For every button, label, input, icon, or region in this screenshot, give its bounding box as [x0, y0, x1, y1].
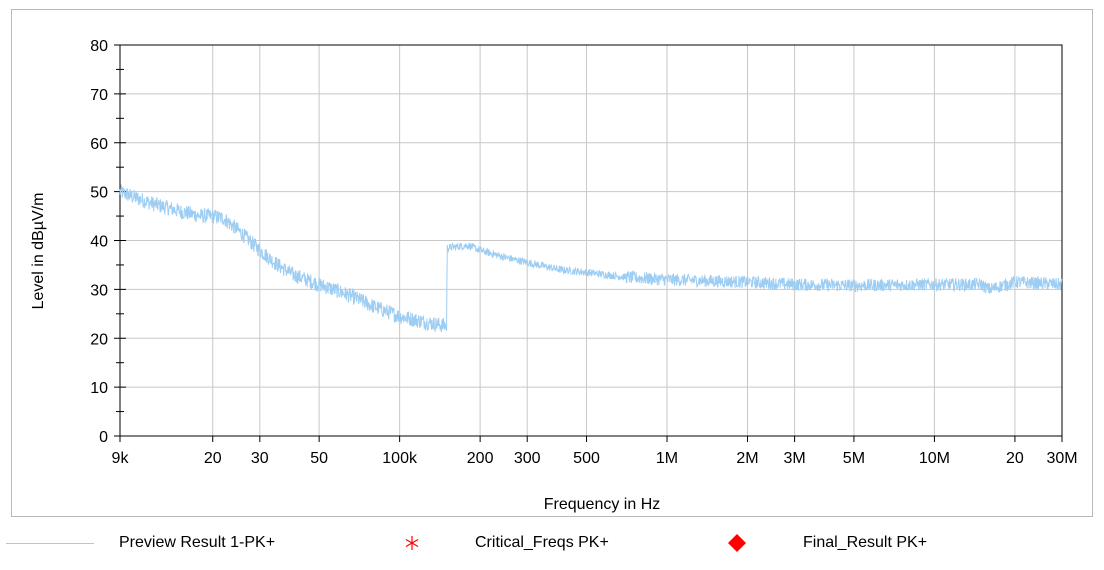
legend-item-critical: Critical_Freqs PK+	[403, 528, 609, 558]
emission-chart: 9k 20 30 50 100k 200 300 500 1M 2M 3M 5M 10M 20 30M 0 10…	[12, 10, 1094, 518]
x-tick-label: 1M	[656, 450, 678, 467]
x-tick-label: 100k	[382, 450, 418, 467]
asterisk-icon	[403, 534, 421, 552]
y-tick-label: 40	[90, 234, 108, 251]
x-tick-label: 2M	[736, 450, 758, 467]
legend-item-final: Final_Result PK+	[727, 528, 927, 558]
y-tick-label: 0	[99, 429, 108, 446]
y-tick-label: 50	[90, 185, 108, 202]
x-tick-label: 9k	[112, 450, 130, 467]
x-tick-label: 5M	[843, 450, 865, 467]
y-tick-label: 80	[90, 38, 108, 55]
legend-label-preview: Preview Result 1-PK+	[119, 534, 275, 552]
y-tick-label: 10	[90, 380, 108, 397]
x-tick-label: 3M	[783, 450, 805, 467]
x-tick-label: 30	[251, 450, 269, 467]
diamond-icon	[727, 533, 747, 553]
x-tick-label: 300	[514, 450, 541, 467]
x-tick-label: 30M	[1046, 450, 1077, 467]
x-tick-label: 200	[467, 450, 494, 467]
grid-layer	[120, 45, 1062, 436]
x-axis-title: Frequency in Hz	[544, 496, 661, 513]
legend-line-swatch	[6, 543, 94, 544]
legend-label-final: Final_Result PK+	[803, 534, 927, 552]
x-tick-label: 20	[204, 450, 222, 467]
y-tick-label: 20	[90, 331, 108, 348]
x-tick-label: 20	[1006, 450, 1024, 467]
tick-labels: 9k 20 30 50 100k 200 300 500 1M 2M 3M 5M 10M 20 30M 0 10…	[90, 38, 1077, 467]
series-layer	[120, 185, 1062, 332]
y-axis-title: Level in dBµV/m	[30, 193, 47, 310]
chart-frame: 9k 20 30 50 100k 200 300 500 1M 2M 3M 5M 10M 20 30M 0 10…	[11, 9, 1093, 517]
series-line-preview	[120, 185, 1062, 332]
legend-item-preview: Preview Result 1-PK+	[6, 528, 275, 558]
x-tick-label: 500	[573, 450, 600, 467]
x-tick-label: 50	[310, 450, 328, 467]
x-tick-label: 10M	[919, 450, 950, 467]
legend: Preview Result 1-PK+ Critical_Freqs PK+ …	[0, 528, 1104, 564]
y-tick-label: 30	[90, 282, 108, 299]
y-tick-label: 70	[90, 87, 108, 104]
y-tick-label: 60	[90, 136, 108, 153]
legend-label-critical: Critical_Freqs PK+	[475, 534, 609, 552]
